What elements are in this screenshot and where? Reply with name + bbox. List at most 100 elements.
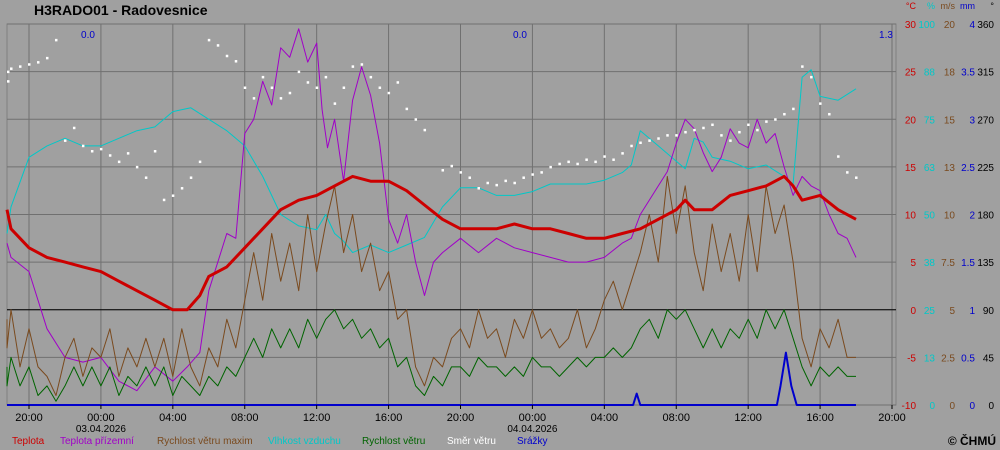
wind-direction-point <box>252 97 256 100</box>
axis-tick-label: -5 <box>907 353 916 364</box>
axis-tick-label: 135 <box>977 258 994 269</box>
wind-direction-point <box>108 154 112 157</box>
series-rychlost-vetru-maxim <box>6 175 856 396</box>
wind-direction-point <box>468 176 471 179</box>
axis-tick-label: 2.5 <box>961 163 975 174</box>
wind-direction-point <box>693 128 696 132</box>
axis-unit-label: m/s <box>941 1 956 11</box>
copyright-label: © ČHMÚ <box>948 433 996 448</box>
wind-direction-point <box>162 198 166 202</box>
wind-direction-point <box>675 134 678 137</box>
wind-direction-point <box>702 126 705 130</box>
wind-direction-point <box>855 176 858 179</box>
legend-entry: Srážky <box>517 436 548 447</box>
wind-direction-point <box>351 65 355 68</box>
wind-direction-point <box>360 63 364 66</box>
axis-tick-label: 2 <box>969 211 975 222</box>
wind-direction-point <box>801 65 804 68</box>
wind-direction-point <box>117 160 121 164</box>
axis-tick-label: 13 <box>944 163 956 174</box>
wind-direction-point <box>423 128 427 132</box>
axis-tick-label: 7.5 <box>941 258 955 269</box>
wind-direction-point <box>378 86 382 89</box>
wind-direction-point <box>279 97 283 100</box>
x-axis: 20:00 00:00 04:00 08:00 12:00 16:00 20:00 00:00… <box>15 405 906 435</box>
wind-direction-point <box>54 38 58 42</box>
series-srazky <box>7 351 856 406</box>
x-tick-label: 04:00 <box>591 412 619 424</box>
axis-tick-label: 0.5 <box>961 353 975 364</box>
axis-tick-label: 4 <box>969 20 975 31</box>
wind-direction-point <box>630 144 633 148</box>
axis-tick-label: 315 <box>977 68 994 79</box>
axis-tick-label: 1.5 <box>961 258 975 269</box>
legend-entry: Vlhkost vzduchu <box>268 436 341 447</box>
wind-direction-point <box>171 194 175 197</box>
wind-direction-point <box>225 54 229 58</box>
precipitation-total-label: 0.0 <box>81 30 95 41</box>
axis-tick-label: 0 <box>910 306 916 317</box>
x-tick-label: 20:00 <box>447 412 475 424</box>
wind-direction-point <box>639 141 642 145</box>
wind-direction-point <box>297 70 301 74</box>
axis-tick-label: 2.5 <box>941 353 955 364</box>
axis-tick-label: 45 <box>983 353 995 364</box>
axis-unit-label: °C <box>906 1 917 11</box>
wind-direction-point <box>288 91 292 95</box>
wind-direction-point <box>729 139 732 142</box>
wind-direction-point <box>189 176 193 179</box>
wind-direction-point <box>7 80 10 83</box>
y-axes: °C302520151050-5-10%100887563503825130m/… <box>902 1 995 412</box>
axis-tick-label: 225 <box>977 163 994 174</box>
wind-direction-point <box>10 67 13 70</box>
wind-direction-point <box>450 164 454 168</box>
x-tick-label: 20:00 <box>15 412 43 424</box>
x-tick-label: 04:00 <box>159 412 187 424</box>
wind-direction-point <box>306 81 310 84</box>
axis-tick-label: 180 <box>977 211 994 222</box>
precipitation-total-label: 1.3 <box>879 30 893 41</box>
axis-tick-label: 3 <box>969 115 975 126</box>
legend: Teplota Teplota přízemní Rychlost větru ma… <box>12 436 548 447</box>
wind-direction-point <box>819 102 822 105</box>
wind-direction-point <box>558 162 561 166</box>
chart-title: H3RADO01 - Radovesnice <box>34 2 208 18</box>
wind-direction-point <box>180 187 184 190</box>
x-tick-label: 12:00 <box>303 412 331 424</box>
x-tick-label: 16:00 <box>806 412 834 424</box>
date-label: 03.04.2026 <box>76 424 126 435</box>
axis-tick-label: 1 <box>969 306 975 317</box>
axis-tick-label: 100 <box>918 20 935 31</box>
wind-direction-point <box>19 65 22 68</box>
wind-direction-point <box>657 137 660 140</box>
wind-direction-point <box>270 86 274 89</box>
wind-direction-point <box>648 139 651 142</box>
axis-tick-label: 75 <box>924 115 936 126</box>
axis-tick-label: 0 <box>969 401 975 412</box>
wind-direction-point <box>792 107 795 111</box>
series-teplota <box>5 174 857 312</box>
wind-direction-point <box>81 144 85 148</box>
wind-direction-point <box>135 165 139 169</box>
wind-direction-point <box>477 187 480 190</box>
wind-direction-point <box>765 120 768 123</box>
axis-tick-label: -10 <box>902 401 917 412</box>
axis-tick-label: 20 <box>944 20 956 31</box>
series-smer-vetru <box>7 38 858 202</box>
axis-tick-label: 15 <box>905 163 917 174</box>
wind-direction-point <box>495 183 498 187</box>
wind-direction-point <box>720 134 723 137</box>
legend-entry: Teplota <box>12 436 45 447</box>
wind-direction-point <box>72 126 76 130</box>
wind-direction-point <box>441 169 445 172</box>
wind-direction-point <box>216 44 220 47</box>
wind-direction-point <box>603 155 606 158</box>
wind-direction-point <box>207 38 211 42</box>
axis-tick-label: 20 <box>905 115 917 126</box>
series-layer <box>5 28 858 406</box>
axis-unit-label: ° <box>990 1 994 11</box>
wind-direction-point <box>774 118 777 121</box>
wind-direction-point <box>405 107 409 111</box>
